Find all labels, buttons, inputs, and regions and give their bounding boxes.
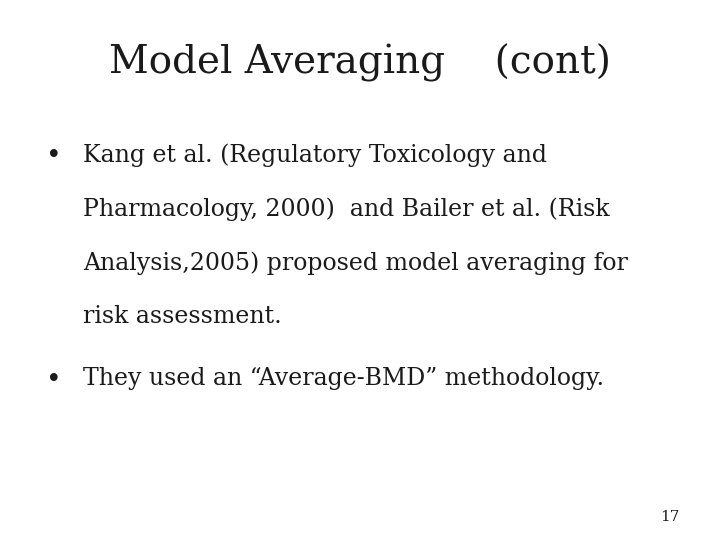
Text: Pharmacology, 2000)  and Bailer et al. (Risk: Pharmacology, 2000) and Bailer et al. (R…	[83, 197, 609, 221]
Text: •: •	[46, 367, 62, 392]
Text: risk assessment.: risk assessment.	[83, 305, 282, 328]
Text: They used an “Average-BMD” methodology.: They used an “Average-BMD” methodology.	[83, 367, 604, 390]
Text: 17: 17	[660, 510, 679, 524]
Text: Model Averaging    (cont): Model Averaging (cont)	[109, 43, 611, 82]
Text: •: •	[46, 143, 62, 168]
Text: Kang et al. (Regulatory Toxicology and: Kang et al. (Regulatory Toxicology and	[83, 143, 546, 167]
Text: Analysis,2005) proposed model averaging for: Analysis,2005) proposed model averaging …	[83, 251, 628, 275]
